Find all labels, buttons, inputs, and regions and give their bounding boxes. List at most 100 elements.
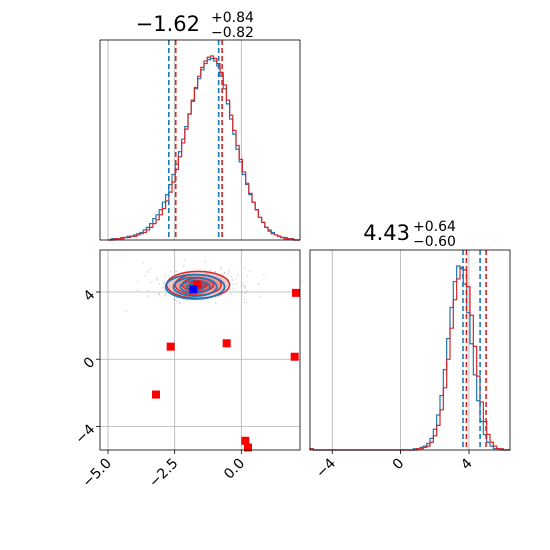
red-square-marker: [222, 339, 231, 348]
sample-point: [147, 270, 149, 273]
sample-point: [169, 270, 172, 273]
sample-point: [243, 298, 246, 301]
right-frame: [309, 249, 511, 451]
red-square-marker: [241, 436, 250, 445]
sample-point: [301, 280, 303, 283]
sample-point: [230, 275, 233, 278]
joint-y-tick-label: 0: [81, 354, 99, 372]
sample-point: [244, 285, 247, 287]
sample-point: [149, 281, 152, 284]
contour-line-blue: [172, 276, 218, 297]
sample-point: [164, 292, 167, 295]
sample-point: [158, 293, 161, 296]
joint-y-tick-label: 4: [81, 287, 99, 305]
marginal-histogram-y: −4 0 4: [309, 249, 511, 481]
joint-x-tick-label: −2.5: [146, 456, 181, 491]
top-hist-blue: [108, 57, 300, 241]
right-x-tick-label: 0: [390, 456, 408, 474]
sample-point: [244, 292, 247, 295]
joint-scatter-contour: −5.0 −2.5 0.0 −4 0 4: [72, 249, 303, 491]
sample-point: [214, 270, 217, 273]
sample-point: [258, 295, 261, 298]
sample-point: [137, 281, 140, 283]
sample-point: [241, 291, 244, 294]
top-title-sup: +0.84: [211, 10, 254, 26]
contour-line-blue: [164, 273, 226, 300]
top-title-sub: −0.82: [211, 25, 254, 41]
sample-point: [147, 295, 149, 298]
sample-point: [245, 301, 248, 304]
sample-point: [220, 268, 222, 271]
sample-point: [164, 274, 166, 277]
sample-point: [231, 279, 234, 282]
sample-point: [182, 265, 185, 268]
red-square-marker: [290, 352, 299, 361]
sample-point: [201, 299, 203, 302]
sample-point: [232, 283, 235, 286]
sample-point: [248, 269, 251, 272]
sample-point: [125, 310, 127, 313]
top-hist-red: [108, 55, 300, 241]
sample-point: [147, 289, 150, 292]
sample-point: [173, 298, 175, 301]
sample-point: [158, 293, 161, 295]
sample-point: [214, 302, 217, 304]
sample-point: [245, 290, 248, 293]
right-title-sup: +0.64: [413, 219, 456, 235]
sample-point: [183, 258, 186, 261]
joint-x-tick-label: 0.0: [221, 456, 248, 483]
right-x-tick-label: −4: [313, 455, 339, 481]
sample-point: [209, 269, 212, 272]
right-title-main: 4.43: [363, 221, 410, 245]
sample-point: [232, 287, 235, 290]
sample-point: [149, 267, 151, 270]
sample-point: [226, 272, 229, 275]
sample-point: [155, 278, 158, 281]
sample-point: [243, 267, 246, 269]
right-panel-title: 4.43 +0.64 −0.60: [363, 219, 456, 250]
sample-point: [245, 287, 247, 290]
sample-point: [228, 270, 230, 272]
sample-point: [178, 302, 181, 305]
sample-point: [235, 282, 238, 285]
marginal-histogram-x: [99, 39, 301, 241]
red-square-marker: [152, 390, 160, 399]
red-square-marker: [166, 342, 175, 351]
sample-point: [257, 283, 260, 285]
sample-point: [245, 274, 248, 277]
sample-point: [240, 284, 243, 287]
sample-point: [175, 270, 178, 273]
joint-frame: [99, 249, 301, 451]
blue-square-marker: [189, 285, 198, 294]
sample-point: [185, 299, 188, 302]
right-title-sub: −0.60: [413, 234, 456, 250]
sample-point: [236, 274, 239, 276]
joint-x-tick-label: −5.0: [79, 456, 114, 491]
sample-point: [175, 299, 177, 302]
sample-point: [178, 301, 181, 303]
sample-point: [234, 278, 237, 281]
red-square-marker: [193, 280, 202, 289]
top-frame: [99, 39, 301, 241]
sample-point: [243, 286, 245, 289]
sample-point: [158, 283, 161, 285]
sample-point: [242, 282, 245, 285]
sample-point: [214, 271, 217, 273]
sample-point: [162, 286, 165, 289]
sample-point: [163, 281, 165, 284]
red-square-marker: [292, 288, 300, 297]
sample-point: [230, 292, 232, 295]
sample-point: [219, 266, 222, 269]
sample-point: [163, 294, 166, 297]
sample-point: [136, 289, 139, 292]
sample-point: [223, 272, 226, 275]
sample-point: [243, 301, 246, 304]
sample-point: [223, 271, 226, 274]
sample-point: [204, 260, 207, 263]
joint-y-tick-label: −4: [72, 421, 98, 447]
red-square-marker: [244, 443, 252, 452]
sample-point: [262, 273, 265, 276]
sample-point: [156, 277, 159, 280]
top-panel-title: −1.62 +0.84 −0.82: [136, 10, 254, 41]
